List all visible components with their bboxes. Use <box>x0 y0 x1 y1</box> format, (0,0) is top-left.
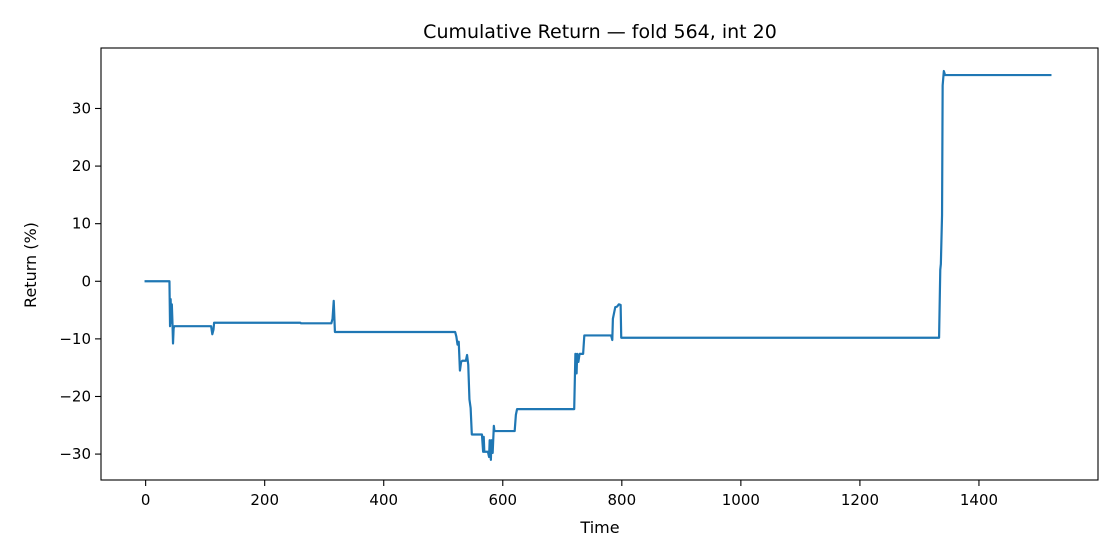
plot-area <box>100 47 1099 481</box>
y-tick-label: 0 <box>81 272 91 290</box>
y-tick-label: 30 <box>72 99 91 117</box>
x-axis-label: Time <box>579 518 619 537</box>
y-axis-label: Return (%) <box>21 222 40 308</box>
y-tick-label: 10 <box>72 215 91 233</box>
x-tick-label: 800 <box>608 491 637 509</box>
y-tick-label: 20 <box>72 157 91 175</box>
y-tick-label: −20 <box>59 387 91 405</box>
x-tick-label: 200 <box>250 491 279 509</box>
x-tick-label: 1200 <box>841 491 879 509</box>
series-line-0 <box>144 69 1052 461</box>
y-tick-label: −30 <box>59 445 91 463</box>
x-axis-ticks: 0 200 400 600 800 1000 1200 1400 <box>141 480 998 509</box>
x-tick-label: 400 <box>369 491 398 509</box>
x-tick-label: 1400 <box>960 491 998 509</box>
chart-title: Cumulative Return — fold 564, int 20 <box>423 21 777 43</box>
y-axis-ticks: −30 −20 −10 0 10 20 30 <box>59 99 101 463</box>
plot-frame <box>100 47 1099 481</box>
x-tick-label: 600 <box>488 491 517 509</box>
x-tick-label: 1000 <box>722 491 760 509</box>
x-tick-label: 0 <box>141 491 151 509</box>
y-tick-label: −10 <box>59 330 91 348</box>
